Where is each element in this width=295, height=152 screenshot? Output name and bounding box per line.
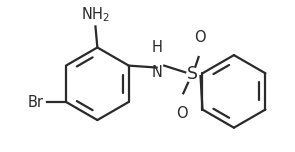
Text: S: S (187, 65, 198, 83)
Text: O: O (176, 106, 188, 121)
Text: H: H (151, 40, 162, 55)
Text: O: O (194, 30, 205, 45)
Text: N: N (151, 65, 162, 80)
Text: NH$_2$: NH$_2$ (81, 5, 110, 24)
Text: Br: Br (28, 95, 44, 110)
